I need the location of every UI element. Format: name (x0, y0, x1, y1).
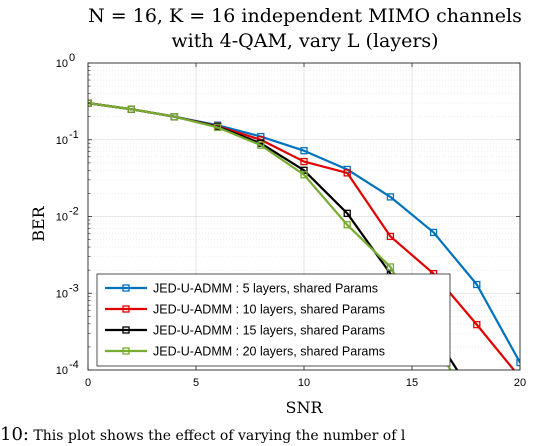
data-point-marker (127, 105, 135, 113)
x-tick-label: 0 (85, 377, 91, 389)
y-tick-exponent: -1 (69, 129, 79, 141)
legend: JED-U-ADMM : 5 layers, shared Params JED-… (96, 273, 451, 367)
data-point-marker (473, 320, 481, 329)
data-point-marker (474, 407, 480, 413)
figure-caption: 10: This plot shows the effect of varyin… (0, 424, 540, 446)
y-tick-label: 10 (56, 288, 68, 300)
legend-label-1: JED-U-ADMM : 5 layers, shared Params (153, 282, 378, 296)
x-tick-label: 15 (406, 377, 418, 389)
y-tick-exponent: 0 (69, 52, 75, 64)
y-tick-exponent: -4 (69, 359, 79, 371)
legend-label-2: JED-U-ADMM : 10 layers, shared Params (153, 303, 385, 317)
data-point-marker (300, 157, 308, 166)
legend-label-4: JED-U-ADMM : 20 layers, shared Params (153, 345, 385, 359)
y-tick-label: 10 (56, 365, 68, 377)
data-point-marker (516, 358, 520, 367)
caption-figure-label: 10: (0, 424, 29, 445)
data-point-marker (88, 99, 92, 107)
legend-box (96, 273, 451, 367)
legend-label-3: JED-U-ADMM : 15 layers, shared Params (153, 324, 385, 338)
data-point-marker (473, 280, 481, 289)
chart-title-line-2: with 4-QAM, vary L (layers) (171, 30, 438, 52)
data-point-marker (343, 209, 351, 217)
data-point-marker (474, 398, 480, 404)
data-point-marker (429, 228, 438, 237)
legend-marker (122, 326, 130, 334)
data-point-marker (300, 166, 308, 174)
y-tick-exponent: -3 (69, 282, 79, 294)
data-point-marker (257, 141, 265, 149)
legend-marker (122, 347, 130, 355)
data-point-marker (300, 147, 308, 155)
y-tick-label: 10 (56, 58, 68, 70)
x-tick-label: 10 (298, 377, 310, 389)
x-tick-label: 5 (193, 377, 199, 389)
ber-chart: N = 16, K = 16 independent MIMO channels… (29, 5, 526, 417)
data-point-marker (386, 232, 395, 241)
chart-title-line-1: N = 16, K = 16 independent MIMO channels (88, 5, 522, 27)
legend-marker (122, 305, 130, 313)
data-point-marker (386, 263, 395, 271)
data-point-marker (343, 221, 351, 229)
legend-marker (122, 284, 130, 292)
data-point-marker (343, 169, 351, 177)
data-point-marker (213, 123, 222, 132)
y-tick-exponent: -2 (69, 206, 79, 218)
x-axis-label: SNR (285, 398, 323, 417)
data-point-marker (300, 171, 308, 179)
data-point-marker (386, 193, 395, 201)
y-axis-label: BER (29, 205, 48, 241)
y-tick-label: 10 (56, 212, 68, 224)
caption-text: This plot shows the effect of varying th… (33, 428, 406, 444)
y-tick-label: 10 (56, 135, 68, 147)
data-point-marker (170, 112, 179, 121)
x-tick-label: 20 (514, 377, 526, 389)
